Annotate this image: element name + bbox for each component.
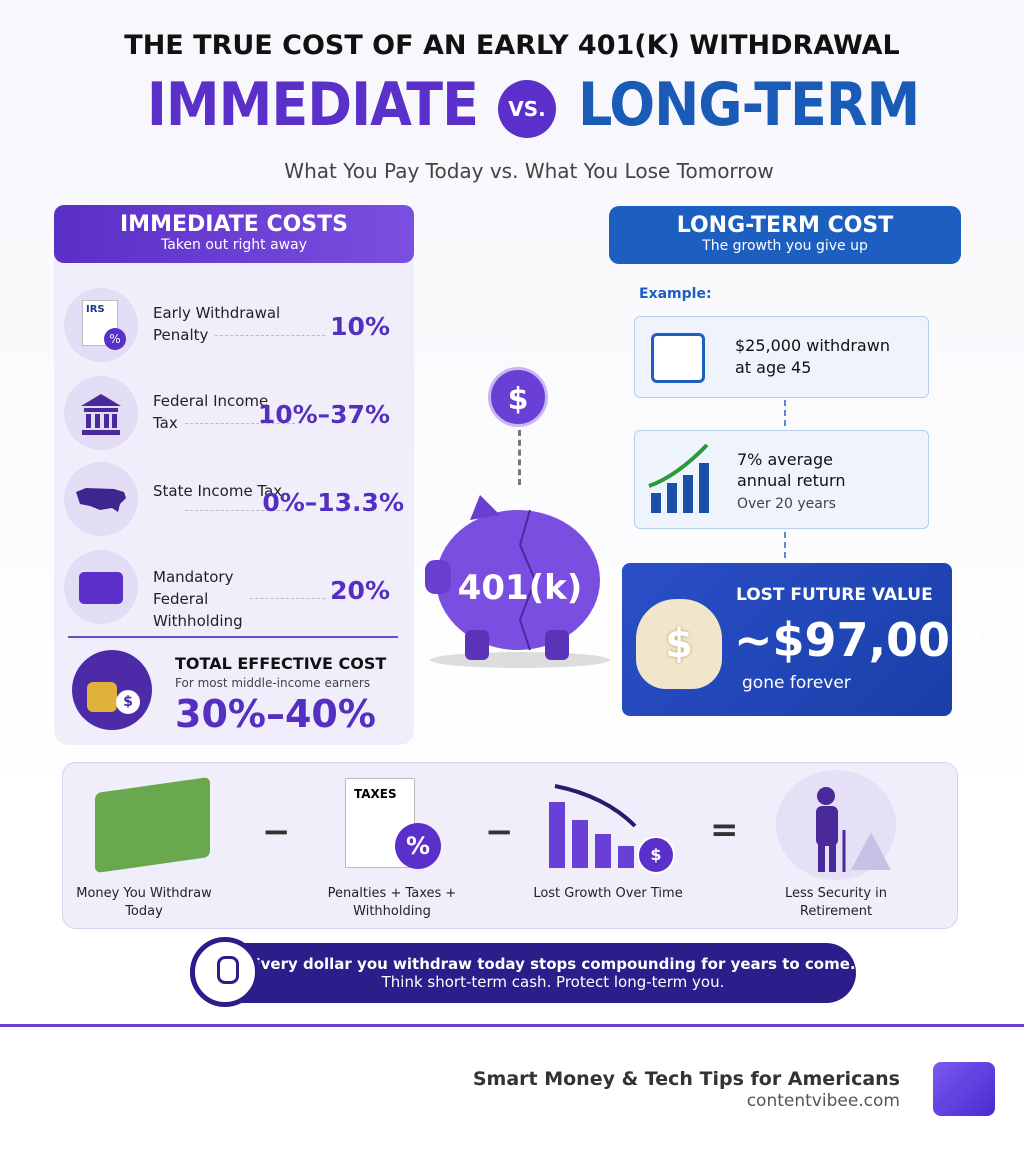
step-box: 7% average annual return Over 20 years xyxy=(634,430,929,529)
bulb-icon xyxy=(190,937,260,1007)
divider xyxy=(68,636,398,638)
money-bag: $ xyxy=(636,599,722,689)
logo xyxy=(933,1062,995,1116)
equation-label: Lost Growth Over Time xyxy=(533,886,683,901)
item-value: 20% xyxy=(330,576,390,605)
retiree-icon xyxy=(776,770,896,880)
equation-label: Less Security in Retirement xyxy=(784,886,888,919)
piggy-label: 401(k) xyxy=(457,568,583,608)
example-label: Example: xyxy=(639,286,712,302)
step-box: $25,000 withdrawn at age 45 xyxy=(634,316,929,398)
immediate-header: IMMEDIATE COSTS Taken out right away xyxy=(54,205,414,263)
tip-line1: Every dollar you withdraw today stops co… xyxy=(250,955,856,973)
equation-label: Money You Withdraw Today xyxy=(76,886,212,919)
bank-icon xyxy=(64,376,138,450)
wallet xyxy=(79,572,123,604)
title: THE TRUE COST OF AN EARLY 401(K) WITHDRA… xyxy=(124,30,900,61)
step-text: $25,000 withdrawn at age 45 xyxy=(735,336,890,377)
leader xyxy=(185,423,295,424)
drop-line xyxy=(518,430,521,485)
equation-label: Penalties + Taxes + Withholding xyxy=(327,886,457,919)
arrow xyxy=(784,532,786,558)
longterm-title: LONG-TERM COST xyxy=(676,213,894,238)
longterm-subtitle: The growth you give up xyxy=(702,238,868,254)
footer-rule xyxy=(0,1024,1024,1027)
item-value: 10%–37% xyxy=(257,400,390,429)
coin: $ xyxy=(488,367,548,427)
us-map xyxy=(76,488,126,512)
declining-chart-icon xyxy=(549,784,637,868)
item-value: 0%–13.3% xyxy=(262,488,404,517)
result-title: LOST FUTURE VALUE xyxy=(736,585,933,605)
dollar-badge: $ xyxy=(116,690,140,714)
subtitle: What You Pay Today vs. What You Lose Tom… xyxy=(284,159,774,183)
right-heading: LONG-TERM xyxy=(578,70,920,140)
leader xyxy=(185,510,285,511)
percent-badge: % xyxy=(395,823,441,869)
tip-banner: Every dollar you withdraw today stops co… xyxy=(190,943,856,1003)
arrow xyxy=(784,400,786,426)
item-label: Mandatory Federal Withholding xyxy=(153,568,243,630)
piggy-bank xyxy=(425,495,610,668)
result-box: $ LOST FUTURE VALUE ~$97,000 gone foreve… xyxy=(622,563,982,716)
calendar-icon xyxy=(651,333,705,383)
bank xyxy=(81,394,121,435)
cash-icon xyxy=(95,776,210,874)
operator: = xyxy=(710,810,739,850)
item-label: Federal Income Tax xyxy=(153,392,269,432)
wallet-icon xyxy=(64,550,138,624)
item-label: State Income Tax xyxy=(153,482,283,500)
growth-chart-icon xyxy=(648,443,709,513)
immediate-subtitle: Taken out right away xyxy=(161,237,307,253)
footer-site: contentvibee.com xyxy=(746,1091,900,1111)
coins-icon: $ xyxy=(72,650,152,730)
result-note: gone forever xyxy=(742,673,851,693)
operator: − xyxy=(485,812,514,852)
left-heading: IMMEDIATE xyxy=(146,70,479,140)
retiree xyxy=(816,787,891,872)
percent-badge: % xyxy=(104,328,126,350)
footer-tagline: Smart Money & Tech Tips for Americans xyxy=(472,1068,900,1090)
penalty-icon: IRS % xyxy=(64,288,138,362)
item-label: Early Withdrawal Penalty xyxy=(153,304,281,344)
operator: − xyxy=(262,812,291,852)
leader xyxy=(250,598,325,599)
tip-line2: Think short-term cash. Protect long-term… xyxy=(381,973,725,991)
immediate-title: IMMEDIATE COSTS xyxy=(119,212,348,237)
total-title: TOTAL EFFECTIVE COST xyxy=(175,654,387,673)
total-value: 30%–40% xyxy=(175,692,376,736)
step-text: 7% average annual return xyxy=(737,450,846,490)
bulb xyxy=(217,956,239,984)
step-note: Over 20 years xyxy=(737,496,836,512)
map-icon xyxy=(64,462,138,536)
result-value: ~$97,000 xyxy=(734,613,983,667)
vs-badge: VS. xyxy=(498,80,556,138)
dollar-badge: $ xyxy=(637,836,675,874)
item-value: 10% xyxy=(330,312,390,341)
longterm-header: LONG-TERM COST The growth you give up xyxy=(609,206,961,264)
coins xyxy=(87,682,117,712)
leader xyxy=(215,335,325,336)
total-subtitle: For most middle-income earners xyxy=(175,676,371,690)
